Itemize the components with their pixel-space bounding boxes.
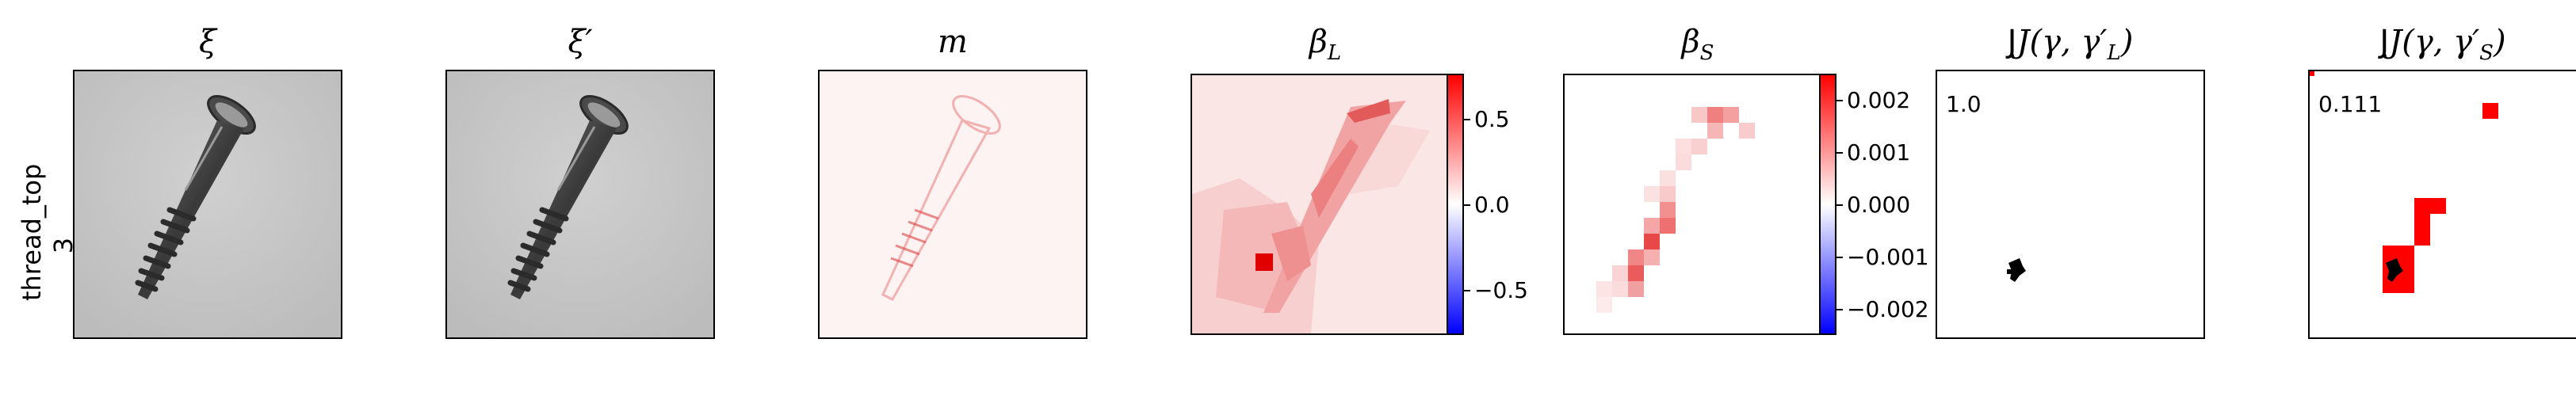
colorbar-S-tick-0: 0.002 (1847, 87, 1911, 113)
panel-jaccard-L (1936, 70, 2205, 339)
colorbar-L (1447, 74, 1464, 335)
beta-S-heatmap (1565, 75, 1823, 333)
panel-beta-L (1191, 74, 1452, 335)
row-label-class: thread_top (17, 163, 47, 301)
panel-jaccard-S (2308, 70, 2576, 339)
colorbar-S-tick-1: 0.001 (1847, 139, 1911, 166)
title-beta-S: βS (1681, 24, 1714, 65)
colorbar-S-tick-3: −0.001 (1847, 244, 1929, 270)
colorbar-L-tick-1: 0.0 (1474, 192, 1510, 218)
title-xi: ξ (198, 24, 217, 60)
panel-xi (73, 70, 342, 339)
title-jaccard-S: JJ(γ, γ′S) (2379, 24, 2506, 65)
panel-mask (818, 70, 1087, 339)
title-jaccard-L: JJ(γ, γ′L) (2007, 24, 2134, 65)
jaccard-S-map (2310, 71, 2576, 337)
mask-map (820, 71, 1086, 337)
jaccard-L-map (1937, 71, 2203, 337)
title-m: m (938, 24, 968, 60)
jaccard-L-value: 1.0 (1946, 91, 1982, 117)
panel-beta-S (1563, 74, 1825, 335)
screw-image (75, 71, 341, 337)
colorbar-S-tick-4: −0.002 (1847, 296, 1929, 322)
screw-image-perturbed (447, 71, 713, 337)
jaccard-S-value: 0.111 (2318, 91, 2383, 117)
beta-L-heatmap (1192, 75, 1450, 333)
title-xi-prime: ξ′ (568, 24, 593, 60)
colorbar-S-tick-2: 0.000 (1847, 192, 1911, 218)
title-beta-L: βL (1309, 24, 1342, 65)
colorbar-L-tick-2: −0.5 (1474, 277, 1528, 303)
colorbar-S (1819, 74, 1836, 335)
panel-xi-prime (445, 70, 715, 339)
colorbar-L-tick-0: 0.5 (1474, 106, 1510, 132)
